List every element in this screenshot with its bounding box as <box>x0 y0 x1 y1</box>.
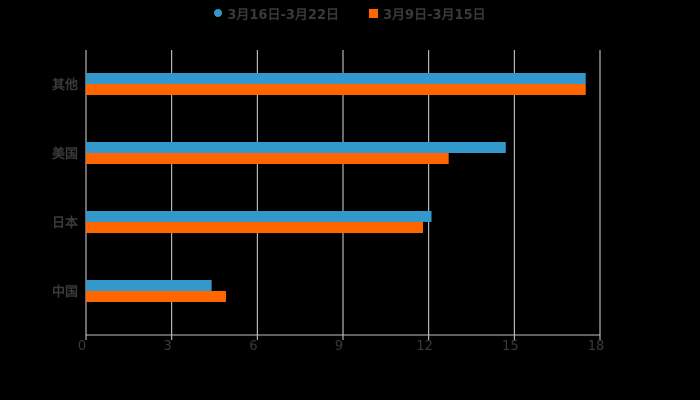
x-tick-label: 15 <box>502 339 519 354</box>
legend-label: 3月16日-3月22日 <box>227 7 340 23</box>
x-tick-label: 9 <box>335 339 343 354</box>
y-category-label: 美国 <box>52 146 78 162</box>
bar[interactable] <box>86 142 506 153</box>
bar[interactable] <box>86 211 432 222</box>
legend-item-week-1[interactable]: 3月9日-3月15日 <box>369 4 486 23</box>
x-tick-label: 12 <box>416 339 433 354</box>
x-tick-label: 3 <box>164 339 172 354</box>
y-category-label: 其他 <box>52 77 78 93</box>
chart-legend: 3月16日-3月22日 3月9日-3月15日 <box>0 4 700 23</box>
bar[interactable] <box>86 84 586 95</box>
bar[interactable] <box>86 222 423 233</box>
x-tick-label: 6 <box>249 339 257 354</box>
legend-label: 3月9日-3月15日 <box>383 7 486 23</box>
x-tick-label: 18 <box>588 339 605 354</box>
y-category-label: 日本 <box>52 215 78 231</box>
y-category-label: 中国 <box>52 284 78 300</box>
legend-item-week-2[interactable]: 3月16日-3月22日 <box>214 4 340 23</box>
bar[interactable] <box>86 291 226 302</box>
bar[interactable] <box>86 280 212 291</box>
x-tick-label: 0 <box>78 339 86 354</box>
bar[interactable] <box>86 153 449 164</box>
legend-marker-square-icon <box>369 8 379 18</box>
bar[interactable] <box>86 73 586 84</box>
legend-marker-circle-icon <box>214 9 223 17</box>
